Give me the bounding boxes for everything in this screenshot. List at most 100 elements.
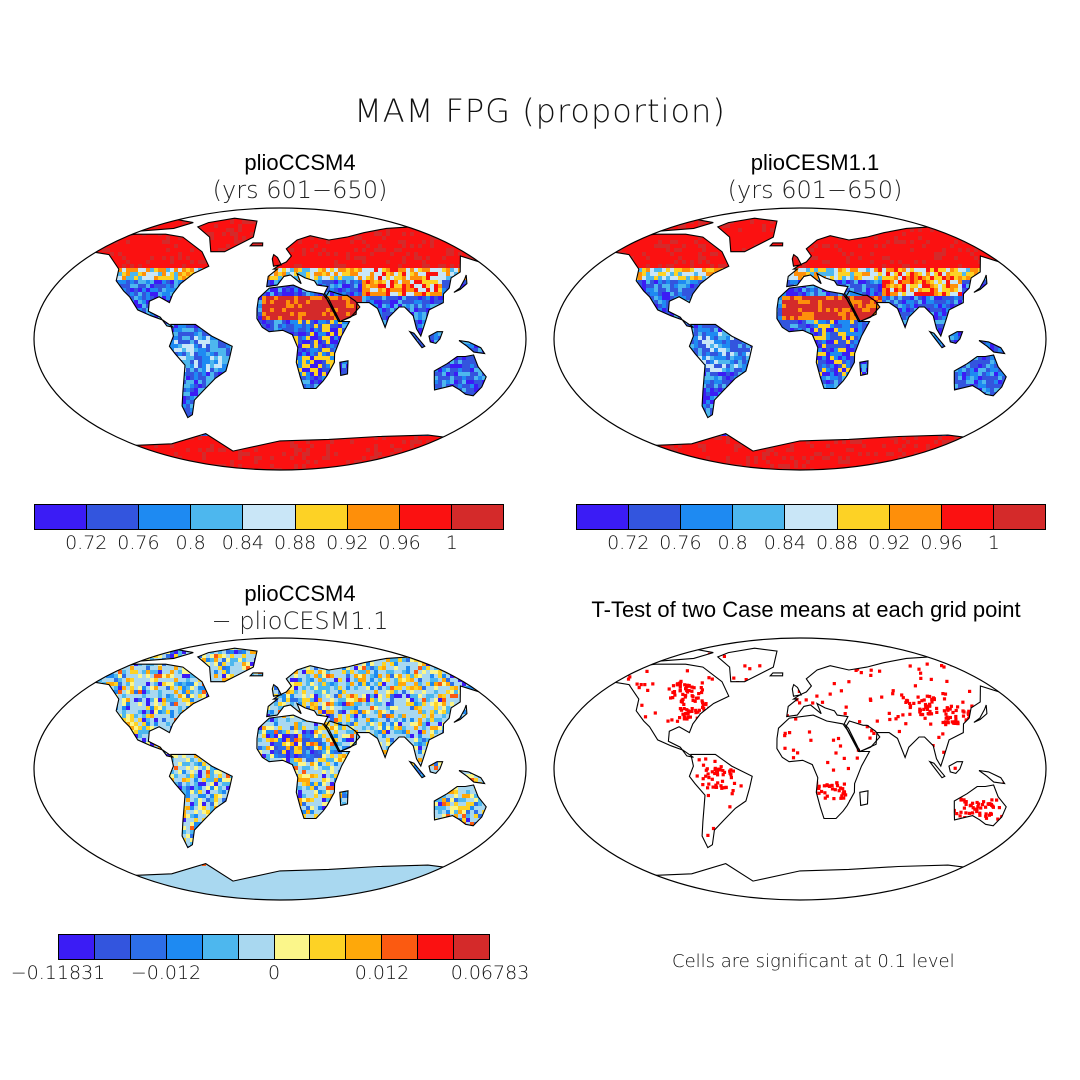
significant-cell — [674, 775, 679, 780]
significant-cell — [801, 664, 805, 669]
significant-cell — [643, 841, 647, 845]
significant-cell — [996, 817, 1000, 821]
land-field — [63, 648, 516, 900]
significant-cell — [710, 777, 714, 781]
significant-cell — [878, 784, 882, 788]
significant-cell — [887, 747, 892, 751]
significant-cell — [849, 822, 853, 826]
significant-cell — [986, 679, 990, 683]
significant-cell — [1031, 829, 1035, 833]
significant-cell — [912, 810, 916, 815]
significant-cell — [817, 791, 821, 795]
significant-cell — [870, 729, 874, 733]
colorbar-tick-label: 0.92 — [326, 532, 368, 554]
significant-cell — [797, 659, 801, 663]
significant-cell — [803, 686, 807, 690]
significant-cell — [908, 664, 912, 668]
significant-cell — [731, 769, 735, 773]
significant-cell — [583, 712, 586, 716]
significant-cell — [906, 843, 910, 848]
coastline — [271, 253, 283, 267]
significant-cell — [608, 667, 612, 671]
significant-cell — [878, 669, 882, 673]
significant-cell — [700, 699, 704, 703]
map-frame — [553, 637, 1047, 901]
significant-cell — [688, 808, 692, 812]
significant-cell — [655, 770, 659, 774]
significant-cell — [700, 688, 704, 692]
significant-cell — [686, 715, 690, 719]
significant-cell — [918, 710, 922, 714]
significant-cell — [971, 801, 975, 805]
significant-cell — [943, 692, 948, 696]
significant-cell — [846, 832, 850, 836]
significant-cell — [794, 717, 798, 721]
significant-cell — [853, 818, 857, 822]
significant-cell — [988, 755, 992, 759]
significant-cell — [858, 720, 862, 724]
significant-cell — [642, 656, 646, 661]
significant-cell — [712, 717, 716, 721]
map-frame — [33, 207, 527, 471]
significant-cell — [937, 735, 941, 739]
colorbar-tick-label: 0.88 — [274, 532, 316, 554]
significant-cell — [956, 705, 960, 709]
significant-cell — [813, 786, 817, 790]
significant-cell — [931, 696, 935, 700]
significant-cell — [979, 806, 983, 810]
significant-cell — [646, 688, 650, 692]
colorbar-tick-label: 0.76 — [117, 532, 159, 554]
coastline — [196, 217, 258, 253]
significant-cell — [947, 811, 951, 816]
significant-cell — [713, 767, 717, 771]
significant-cell — [946, 717, 950, 721]
significant-cell — [1017, 687, 1021, 691]
significant-cell — [904, 722, 908, 726]
significant-cell — [788, 731, 792, 735]
significant-cell — [583, 667, 586, 672]
significant-cell — [721, 745, 725, 749]
significant-cell — [807, 838, 811, 843]
significant-cell — [591, 686, 595, 690]
significant-cell — [964, 800, 968, 804]
significant-cell — [640, 760, 644, 765]
significant-cell — [902, 802, 906, 807]
significant-cell — [618, 823, 622, 827]
significant-cell — [961, 700, 965, 704]
significant-cell — [712, 724, 716, 728]
significant-cell — [797, 761, 801, 765]
significant-cell — [633, 808, 637, 812]
coastline — [786, 226, 1024, 338]
significant-cell — [660, 819, 664, 823]
significant-cell — [711, 826, 716, 831]
significant-cell — [920, 699, 924, 703]
significant-cell — [895, 748, 899, 752]
significant-cell — [643, 683, 647, 687]
significant-cell — [696, 854, 700, 858]
significant-cell — [852, 796, 856, 800]
significant-cell — [625, 769, 629, 774]
significant-cell — [774, 841, 778, 845]
colorbar-swatch — [451, 505, 503, 529]
colorbar-tl — [34, 504, 504, 530]
significant-cell — [653, 798, 657, 803]
significant-cell — [975, 807, 979, 811]
colorbar-bl — [58, 934, 490, 960]
significant-cell — [984, 812, 988, 816]
significant-cell — [915, 822, 919, 827]
significant-cell — [785, 849, 789, 854]
significant-cell — [825, 794, 829, 798]
significant-cell — [804, 698, 808, 702]
significant-cell — [984, 814, 988, 818]
significant-cell — [682, 802, 686, 806]
significant-cell — [673, 693, 677, 697]
colorbar-swatch — [191, 505, 244, 529]
significant-cell — [887, 711, 891, 715]
colorbar-tick-label: 0.84 — [222, 532, 264, 554]
significant-cell — [731, 789, 735, 793]
significant-cell — [744, 813, 748, 817]
significant-cell — [767, 703, 771, 708]
significant-cell — [902, 836, 907, 840]
significant-cell — [844, 705, 848, 709]
significant-cell — [729, 776, 733, 780]
